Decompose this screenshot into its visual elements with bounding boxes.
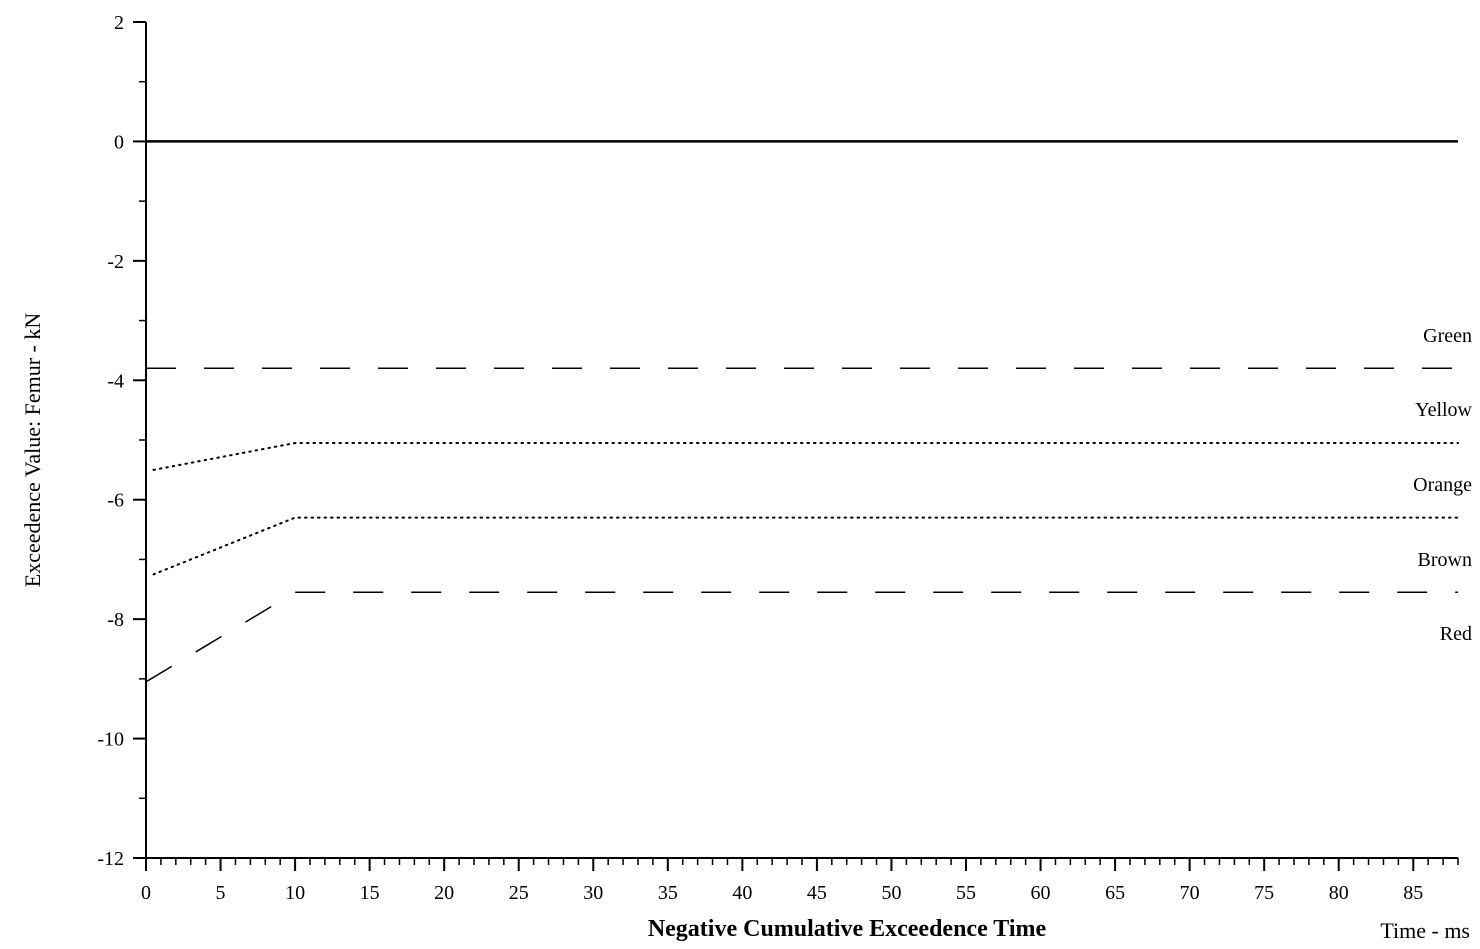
- zone-label-red: Red: [1440, 623, 1472, 645]
- x-tick-label: 80: [1329, 882, 1349, 904]
- y-tick-label: -6: [107, 490, 124, 512]
- x-tick-label: 50: [881, 882, 901, 904]
- x-tick-label: 10: [285, 882, 305, 904]
- x-axis-title: Negative Cumulative Exceedence Time: [648, 916, 1047, 942]
- y-axis-title: Exceedence Value: Femur - kN: [20, 313, 45, 588]
- y-tick-label: -8: [107, 609, 124, 631]
- series-group: [145, 140, 1459, 683]
- zone-label-green: Green: [1423, 325, 1472, 347]
- y-tick-label: -4: [107, 370, 124, 392]
- y-tick-label: 0: [114, 131, 124, 153]
- ticks-group: 0 5 10 15 20 25 30 35 40 45 50 55 60 65 70 75 80 8520-2-4…: [97, 12, 1459, 904]
- x-tick-label: 30: [583, 882, 603, 904]
- x-tick-label: 55: [956, 882, 976, 904]
- zone-labels-group: Green Yellow Orange Brown Red: [1413, 325, 1472, 645]
- x-tick-label: 65: [1105, 882, 1125, 904]
- zone-label-brown: Brown: [1418, 549, 1472, 571]
- x-tick-label: 5: [216, 882, 226, 904]
- series-line-brown: [145, 591, 1458, 683]
- zone-label-orange: Orange: [1413, 474, 1472, 496]
- y-tick-label: 2: [114, 12, 124, 34]
- y-tick-label: -10: [97, 729, 124, 751]
- x-tick-label: 60: [1031, 882, 1051, 904]
- x-tick-label: 15: [360, 882, 380, 904]
- series-line-orange: [152, 516, 1459, 576]
- x-tick-label: 85: [1403, 882, 1423, 904]
- x-tick-label: 40: [732, 882, 752, 904]
- series-line-yellow: [152, 442, 1459, 471]
- x-tick-label: 45: [807, 882, 827, 904]
- zone-label-yellow: Yellow: [1415, 399, 1472, 421]
- x-tick-label: 35: [658, 882, 678, 904]
- x-tick-label: 0: [141, 882, 151, 904]
- y-tick-label: -2: [107, 251, 124, 273]
- x-tick-label: 20: [434, 882, 454, 904]
- y-tick-label: -12: [97, 848, 124, 870]
- x-tick-label: 70: [1180, 882, 1200, 904]
- x-tick-label: 75: [1254, 882, 1274, 904]
- x-tick-label: 25: [509, 882, 529, 904]
- x-axis-unit-label: Time - ms: [1380, 918, 1470, 943]
